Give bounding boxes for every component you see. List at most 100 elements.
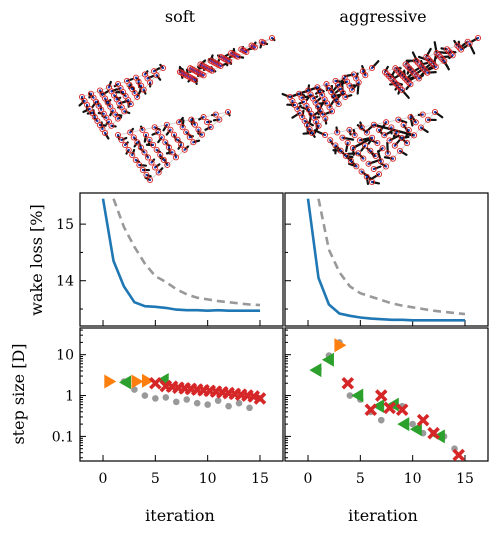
x-tick-label: 10 bbox=[404, 471, 422, 487]
turbine-center bbox=[93, 97, 95, 99]
turbine-center bbox=[90, 93, 92, 95]
turbine-center bbox=[108, 86, 110, 88]
turbine-center bbox=[292, 100, 294, 102]
turbine-center bbox=[335, 80, 337, 82]
y-axis-label-step-size: step size [D] bbox=[9, 343, 28, 444]
trajectory-line bbox=[139, 165, 146, 166]
turbine-center bbox=[147, 157, 149, 159]
turbine-center bbox=[319, 90, 321, 92]
step-point-gray bbox=[163, 394, 170, 401]
turbine-center bbox=[153, 70, 155, 72]
turbine-center bbox=[344, 96, 346, 98]
trajectory-line bbox=[367, 177, 368, 184]
turbine-center bbox=[376, 142, 378, 144]
trajectory-line bbox=[183, 120, 184, 127]
turbine-center bbox=[329, 106, 331, 108]
turbine-center bbox=[254, 46, 256, 48]
y-tick-label: 15 bbox=[56, 217, 74, 233]
turbine-center bbox=[361, 126, 363, 128]
wake-loss-solid-line bbox=[103, 199, 260, 311]
turbine-center bbox=[86, 104, 88, 106]
turbine-center bbox=[301, 97, 303, 99]
x-tick-label: 15 bbox=[456, 471, 474, 487]
x-tick-label: 10 bbox=[199, 471, 217, 487]
turbine-center bbox=[103, 113, 105, 115]
turbine-center bbox=[380, 160, 382, 162]
turbine-center bbox=[358, 82, 360, 84]
turbine-center bbox=[340, 150, 342, 152]
step-point-gray bbox=[225, 403, 232, 410]
turbine-center bbox=[146, 174, 148, 176]
turbine-center bbox=[104, 98, 106, 100]
turbine-center bbox=[130, 103, 132, 105]
turbine-center bbox=[211, 70, 213, 72]
turbine-center bbox=[245, 51, 247, 53]
turbine-center bbox=[373, 168, 375, 170]
turbine-center bbox=[477, 37, 479, 39]
turbine-center bbox=[352, 147, 354, 149]
turbine-center bbox=[401, 137, 403, 139]
turbine-center bbox=[112, 110, 114, 112]
step-point-gray bbox=[183, 396, 190, 403]
turbine-center bbox=[220, 65, 222, 67]
turbine-center bbox=[182, 126, 184, 128]
turbine-center bbox=[353, 74, 355, 76]
turbine-center bbox=[364, 74, 366, 76]
trajectory-line bbox=[358, 82, 359, 93]
turbine-center bbox=[320, 110, 322, 112]
turbine-center bbox=[142, 129, 144, 131]
turbine-center bbox=[357, 152, 359, 154]
turbine-center bbox=[175, 156, 177, 158]
turbine-center bbox=[201, 134, 203, 136]
turbine-center bbox=[154, 126, 156, 128]
turbine-center bbox=[104, 132, 106, 134]
turbine-center bbox=[184, 149, 186, 151]
turbine-center bbox=[410, 116, 412, 118]
turbine-center bbox=[399, 150, 401, 152]
turbine-center bbox=[91, 112, 93, 114]
turbine-center bbox=[366, 132, 368, 134]
turbine-center bbox=[166, 164, 168, 166]
step-point-gray bbox=[204, 401, 211, 408]
turbine-center bbox=[136, 142, 138, 144]
turbine-center bbox=[452, 54, 454, 56]
turbine-center bbox=[336, 132, 338, 134]
trajectory-line bbox=[372, 182, 379, 183]
turbine-center bbox=[102, 94, 104, 96]
turbine-center bbox=[311, 132, 313, 134]
turbine-center bbox=[114, 114, 116, 116]
turbine-center bbox=[81, 96, 83, 98]
step-point-red-x bbox=[150, 378, 160, 388]
turbine-center bbox=[127, 99, 129, 101]
turbine-center bbox=[426, 72, 428, 74]
turbine-center bbox=[147, 78, 149, 80]
trajectory-line bbox=[385, 157, 393, 158]
turbine-center bbox=[135, 159, 137, 161]
turbine-center bbox=[149, 139, 151, 141]
turbine-center bbox=[113, 94, 115, 96]
turbine-center bbox=[107, 102, 109, 104]
turbine-center bbox=[378, 129, 380, 131]
turbine-center bbox=[192, 141, 194, 143]
trajectory-line bbox=[427, 72, 435, 73]
turbine-center bbox=[144, 74, 146, 76]
turbine-center bbox=[342, 92, 344, 94]
x-axis-label-aggressive: iteration bbox=[348, 506, 418, 525]
turbine-center bbox=[124, 144, 126, 146]
turbine-center bbox=[418, 78, 420, 80]
y-tick-label: 10 bbox=[56, 348, 74, 364]
turbine-center bbox=[143, 89, 145, 91]
turbine-center bbox=[94, 116, 96, 118]
turbine-center bbox=[460, 49, 462, 51]
turbine-center bbox=[194, 79, 196, 81]
turbine-center bbox=[346, 81, 348, 83]
step-point-red-x bbox=[454, 450, 464, 460]
turbine-center bbox=[329, 139, 331, 141]
turbine-center bbox=[218, 119, 220, 121]
turbine-center bbox=[326, 83, 328, 85]
step-point-gray bbox=[142, 392, 149, 399]
turbine-center bbox=[310, 94, 312, 96]
turbine-center bbox=[366, 176, 368, 178]
